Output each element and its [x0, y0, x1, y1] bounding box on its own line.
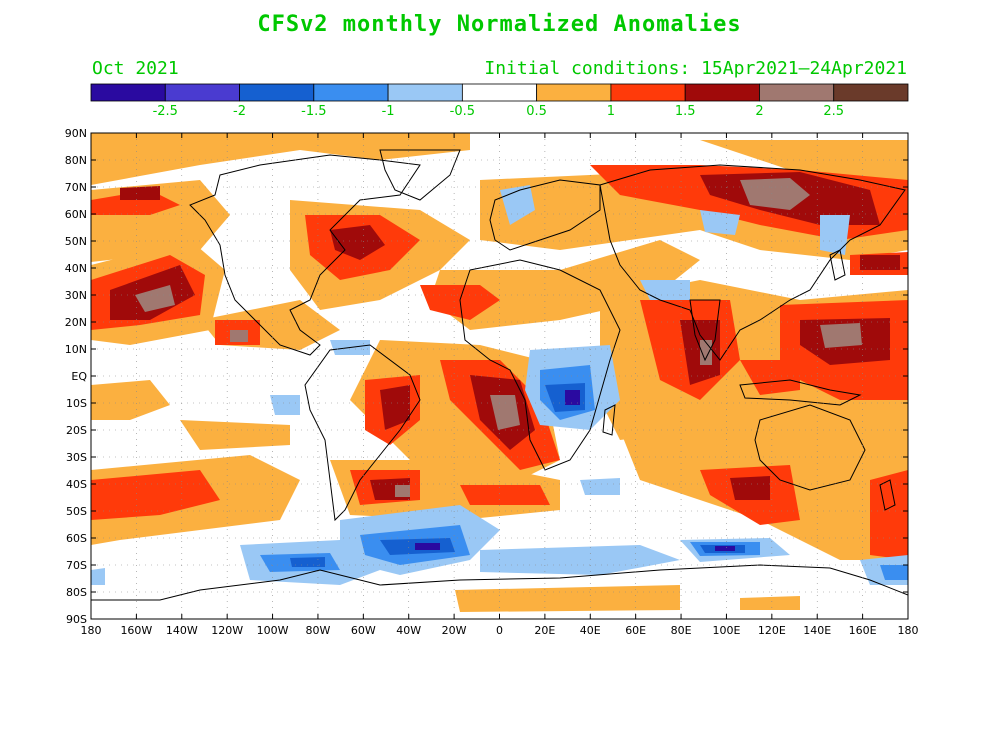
colorbar-swatch [610, 83, 686, 102]
anomaly-band-deepblue [415, 390, 735, 551]
colorbar-swatch [387, 83, 463, 102]
lat-label: 90N [65, 127, 87, 140]
lat-label: 90S [66, 613, 87, 626]
lon-label: 160E [849, 624, 877, 637]
colorbar-swatch [239, 83, 315, 102]
lat-label: 10S [66, 397, 87, 410]
colorbar-label: -2.5 [153, 104, 178, 119]
colorbar-swatch [759, 83, 835, 102]
colorbar-swatch [461, 83, 538, 102]
lat-label: 10N [65, 343, 87, 356]
colorbar: -2.5 -2 -1.5 -1 -0.5 0.5 1 1.5 2 2.5 [90, 83, 909, 119]
lon-label: 80E [671, 624, 692, 637]
colorbar-label: 0.5 [526, 104, 547, 119]
colorbar-label: -0.5 [450, 104, 475, 119]
lat-label: 50S [66, 505, 87, 518]
anomaly-field [91, 133, 908, 619]
lon-label: 180 [898, 624, 919, 637]
coastlines [91, 149, 908, 601]
colorbar-label: -1.5 [301, 104, 326, 119]
lon-label: 20W [442, 624, 467, 637]
lon-label: 140E [803, 624, 831, 637]
colorbar-swatch [90, 83, 166, 102]
lat-label: 30N [65, 289, 87, 302]
colorbar-label: 1.5 [675, 104, 696, 119]
lon-label: 100E [712, 624, 740, 637]
lat-label: 40S [66, 478, 87, 491]
colorbar-swatch [536, 83, 612, 102]
lat-label: 50N [65, 235, 87, 248]
lon-label: 120W [211, 624, 243, 637]
lat-label: 60S [66, 532, 87, 545]
lat-label: 30S [66, 451, 87, 464]
lat-label: 70S [66, 559, 87, 572]
colorbar-swatch [833, 83, 909, 102]
initial-conditions: Initial conditions: 15Apr2021–24Apr2021 [484, 58, 907, 79]
colorbar-label: 1 [607, 104, 615, 119]
lon-label: 140W [166, 624, 198, 637]
colorbar-label: 2.5 [823, 104, 844, 119]
lat-label: 20N [65, 316, 87, 329]
lat-label: EQ [71, 370, 87, 383]
lon-label: 120E [758, 624, 786, 637]
lat-label: 80S [66, 586, 87, 599]
lon-label: 160W [120, 624, 152, 637]
anomaly-band-brown [135, 178, 862, 497]
lon-label: 60E [625, 624, 646, 637]
lon-label: 80W [306, 624, 331, 637]
colorbar-label: -2 [233, 104, 246, 119]
lon-label: 20E [534, 624, 555, 637]
latitude-labels: 90N 80N 70N 60N 50N 40N 30N 20N 10N EQ 10S 20S 30S 40… [65, 127, 908, 626]
lat-label: 60N [65, 208, 87, 221]
colorbar-swatch [164, 83, 240, 102]
lat-label: 20S [66, 424, 87, 437]
colorbar-label: 2 [755, 104, 763, 119]
lon-label: 60W [351, 624, 376, 637]
lat-label: 40N [65, 262, 87, 275]
chart-title: CFSv2 monthly Normalized Anomalies [257, 12, 742, 37]
graticule [91, 133, 908, 619]
lon-label: 40W [396, 624, 421, 637]
lat-label: 80N [65, 154, 87, 167]
lat-label: 70N [65, 181, 87, 194]
lon-label: 100W [257, 624, 289, 637]
colorbar-label: -1 [382, 104, 395, 119]
lon-label: 0 [496, 624, 503, 637]
colorbar-swatch [313, 83, 389, 102]
longitude-labels: 180 160W 140W 120W 100W 80W 60W 40W 20W 0 20E 40E 60… [81, 133, 919, 637]
lon-label: 180 [81, 624, 102, 637]
forecast-month: Oct 2021 [92, 58, 179, 79]
lon-label: 40E [580, 624, 601, 637]
colorbar-swatch [684, 83, 760, 102]
